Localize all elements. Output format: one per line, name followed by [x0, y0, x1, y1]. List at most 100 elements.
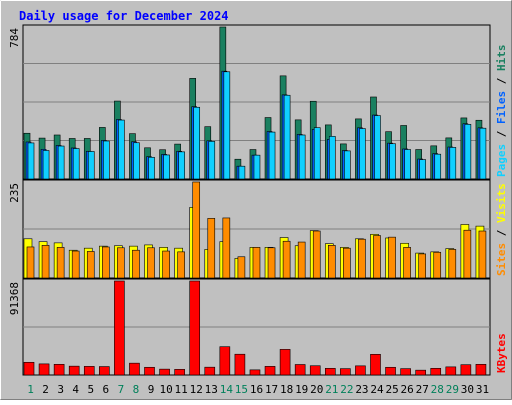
- day-label-24: 24: [370, 383, 384, 396]
- bar-pages-day-15: [238, 165, 246, 180]
- bar-pages-day-18: [283, 94, 291, 180]
- bar-pages-day-22: [344, 150, 351, 180]
- bar-kbytes-day-29: [445, 366, 457, 376]
- day-label-5: 5: [87, 383, 94, 396]
- legend-files: Files: [495, 91, 508, 124]
- day-label-7: 7: [118, 383, 125, 396]
- bar-kbytes-day-19: [294, 364, 306, 376]
- day-label-23: 23: [355, 383, 368, 396]
- day-label-19: 19: [295, 383, 308, 396]
- bar-kbytes-day-7: [114, 280, 125, 376]
- day-label-12: 12: [190, 383, 203, 396]
- bar-sites-day-31: [478, 230, 487, 279]
- bar-sites-day-29: [448, 249, 457, 279]
- legend-sites: Sites: [495, 243, 508, 276]
- panel-hits-legend: Pages / Files / Hits: [495, 45, 508, 178]
- bar-sites-day-3: [56, 247, 65, 279]
- day-label-31: 31: [476, 383, 489, 396]
- bar-pages-day-13: [208, 141, 216, 180]
- bar-sites-day-14: [222, 217, 231, 279]
- bar-sites-day-20: [312, 230, 321, 279]
- day-label-2: 2: [42, 383, 49, 396]
- bar-kbytes-day-24: [370, 354, 381, 376]
- bar-sites-day-16: [252, 247, 261, 279]
- panel-hits-max-label: 784: [8, 28, 21, 48]
- panel-kbytes-legend: KBytes: [495, 333, 508, 373]
- day-label-21: 21: [325, 383, 338, 396]
- bar-sites-day-24: [373, 235, 381, 279]
- bar-pages-day-17: [268, 131, 276, 180]
- bar-pages-day-27: [419, 159, 426, 180]
- bar-kbytes-day-14: [219, 346, 231, 376]
- panel-kbytes-max-label: 91368: [8, 282, 21, 315]
- bar-kbytes-day-2: [38, 363, 50, 376]
- chart-title: Daily usage for December 2024: [19, 9, 229, 23]
- panel-hits: 784 Pages / Files / Hits: [8, 24, 508, 180]
- day-label-1: 1: [27, 383, 34, 396]
- bar-pages-day-28: [434, 153, 442, 180]
- bar-sites-day-26: [403, 247, 411, 279]
- bar-pages-day-29: [449, 147, 457, 180]
- bar-pages-day-11: [178, 151, 185, 180]
- bar-kbytes-day-6: [99, 366, 110, 376]
- bar-pages-day-2: [42, 150, 50, 180]
- bar-sites-day-5: [86, 251, 95, 279]
- day-label-28: 28: [431, 383, 444, 396]
- legend-separator: /: [495, 223, 508, 243]
- bar-kbytes-day-26: [400, 368, 411, 376]
- day-label-22: 22: [340, 383, 353, 396]
- day-label-17: 17: [265, 383, 278, 396]
- bar-kbytes-day-9: [144, 366, 155, 376]
- panel-kbytes: 91368 KBytes: [8, 278, 508, 376]
- bar-sites-day-10: [162, 250, 170, 279]
- bar-sites-day-2: [41, 245, 50, 279]
- bar-sites-day-17: [267, 247, 276, 279]
- bar-pages-day-14: [223, 71, 231, 180]
- bar-pages-day-9: [148, 156, 155, 180]
- bar-kbytes-day-15: [234, 353, 246, 376]
- day-label-26: 26: [401, 383, 414, 396]
- bar-pages-day-31: [479, 127, 487, 180]
- bar-sites-day-27: [418, 253, 426, 279]
- bar-kbytes-day-31: [475, 364, 487, 376]
- bar-sites-day-22: [343, 247, 351, 279]
- bar-kbytes-day-16: [249, 369, 261, 376]
- bar-kbytes-day-1: [23, 361, 35, 376]
- bar-kbytes-day-30: [460, 364, 472, 376]
- panel-visits-max-label: 235: [8, 183, 21, 203]
- panel-visits: 235 Sites / Visits: [8, 179, 508, 279]
- bar-pages-day-24: [374, 115, 381, 180]
- bar-sites-day-7: [117, 247, 125, 279]
- bar-sites-day-12: [192, 181, 201, 279]
- bar-kbytes-day-22: [340, 368, 351, 376]
- bar-sites-day-13: [207, 218, 216, 279]
- bar-pages-day-5: [87, 151, 95, 180]
- day-label-6: 6: [103, 383, 110, 396]
- legend-visits: Visits: [495, 183, 508, 223]
- bar-kbytes-day-3: [53, 364, 65, 376]
- bar-pages-day-23: [359, 128, 366, 180]
- bar-pages-day-19: [298, 134, 306, 180]
- day-label-4: 4: [72, 383, 79, 396]
- bar-sites-day-25: [388, 236, 396, 279]
- bar-pages-day-16: [253, 154, 261, 180]
- bar-kbytes-day-5: [83, 366, 95, 376]
- bar-sites-day-8: [132, 249, 140, 279]
- legend-pages: Pages: [495, 144, 508, 177]
- legend-hits: Hits: [495, 45, 508, 72]
- bar-pages-day-25: [389, 143, 396, 180]
- bar-pages-day-4: [72, 148, 80, 180]
- day-label-14: 14: [220, 383, 234, 396]
- bar-pages-day-26: [404, 149, 411, 180]
- day-label-10: 10: [159, 383, 172, 396]
- bar-pages-day-21: [328, 136, 336, 180]
- day-label-9: 9: [148, 383, 155, 396]
- bar-kbytes-day-27: [415, 369, 426, 376]
- day-label-3: 3: [57, 383, 64, 396]
- bar-sites-day-9: [147, 247, 155, 279]
- day-label-27: 27: [416, 383, 429, 396]
- day-label-29: 29: [446, 383, 459, 396]
- bar-kbytes-day-17: [264, 366, 276, 376]
- bar-kbytes-day-11: [174, 369, 185, 376]
